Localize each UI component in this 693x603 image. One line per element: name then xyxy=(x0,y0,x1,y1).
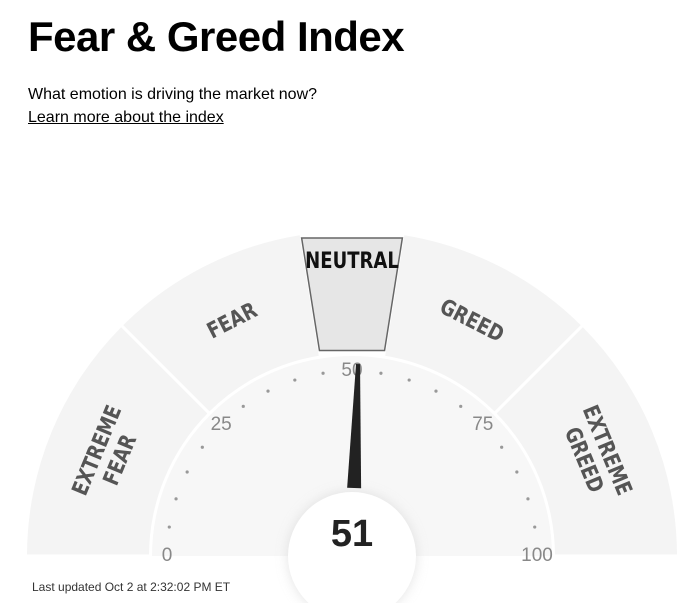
gauge-dot xyxy=(200,445,204,449)
gauge-dot xyxy=(174,497,178,501)
zone-label-group-neutral: NEUTRAL xyxy=(305,247,399,273)
gauge-dot xyxy=(185,470,189,474)
gauge-dot xyxy=(266,389,270,393)
gauge-dot xyxy=(293,378,297,382)
gauge-dot xyxy=(434,389,438,393)
gauge-value: 51 xyxy=(331,513,373,555)
gauge-needle xyxy=(347,364,362,489)
gauge-dot xyxy=(321,371,325,375)
tick-label-100: 100 xyxy=(521,545,553,566)
gauge-dot xyxy=(500,445,504,449)
tick-label-75: 75 xyxy=(472,414,493,435)
zone-label-neutral-line1: NEUTRAL xyxy=(305,247,399,273)
gauge-hub xyxy=(288,492,416,603)
page-title: Fear & Greed Index xyxy=(28,13,405,60)
zone-extreme-greed xyxy=(496,327,677,555)
zone-neutral xyxy=(300,237,404,352)
zone-extreme-fear xyxy=(27,327,208,555)
page-subtitle: What emotion is driving the market now? xyxy=(28,86,318,103)
last-updated: Last updated Oct 2 at 2:32:02 PM ET xyxy=(32,580,231,594)
gauge-dot xyxy=(459,404,463,408)
tick-label-0: 0 xyxy=(162,545,173,566)
gauge-dot xyxy=(167,525,171,529)
gauge-dot xyxy=(533,525,537,529)
learn-more-link[interactable]: Learn more about the index xyxy=(28,109,224,126)
zone-greed xyxy=(385,235,581,412)
gauge-dot xyxy=(241,404,245,408)
zone-fear xyxy=(123,235,319,412)
gauge-dot xyxy=(515,470,519,474)
gauge-dot xyxy=(379,371,383,375)
tick-label-25: 25 xyxy=(211,414,232,435)
gauge-dot xyxy=(407,378,411,382)
gauge-dot xyxy=(526,497,530,501)
